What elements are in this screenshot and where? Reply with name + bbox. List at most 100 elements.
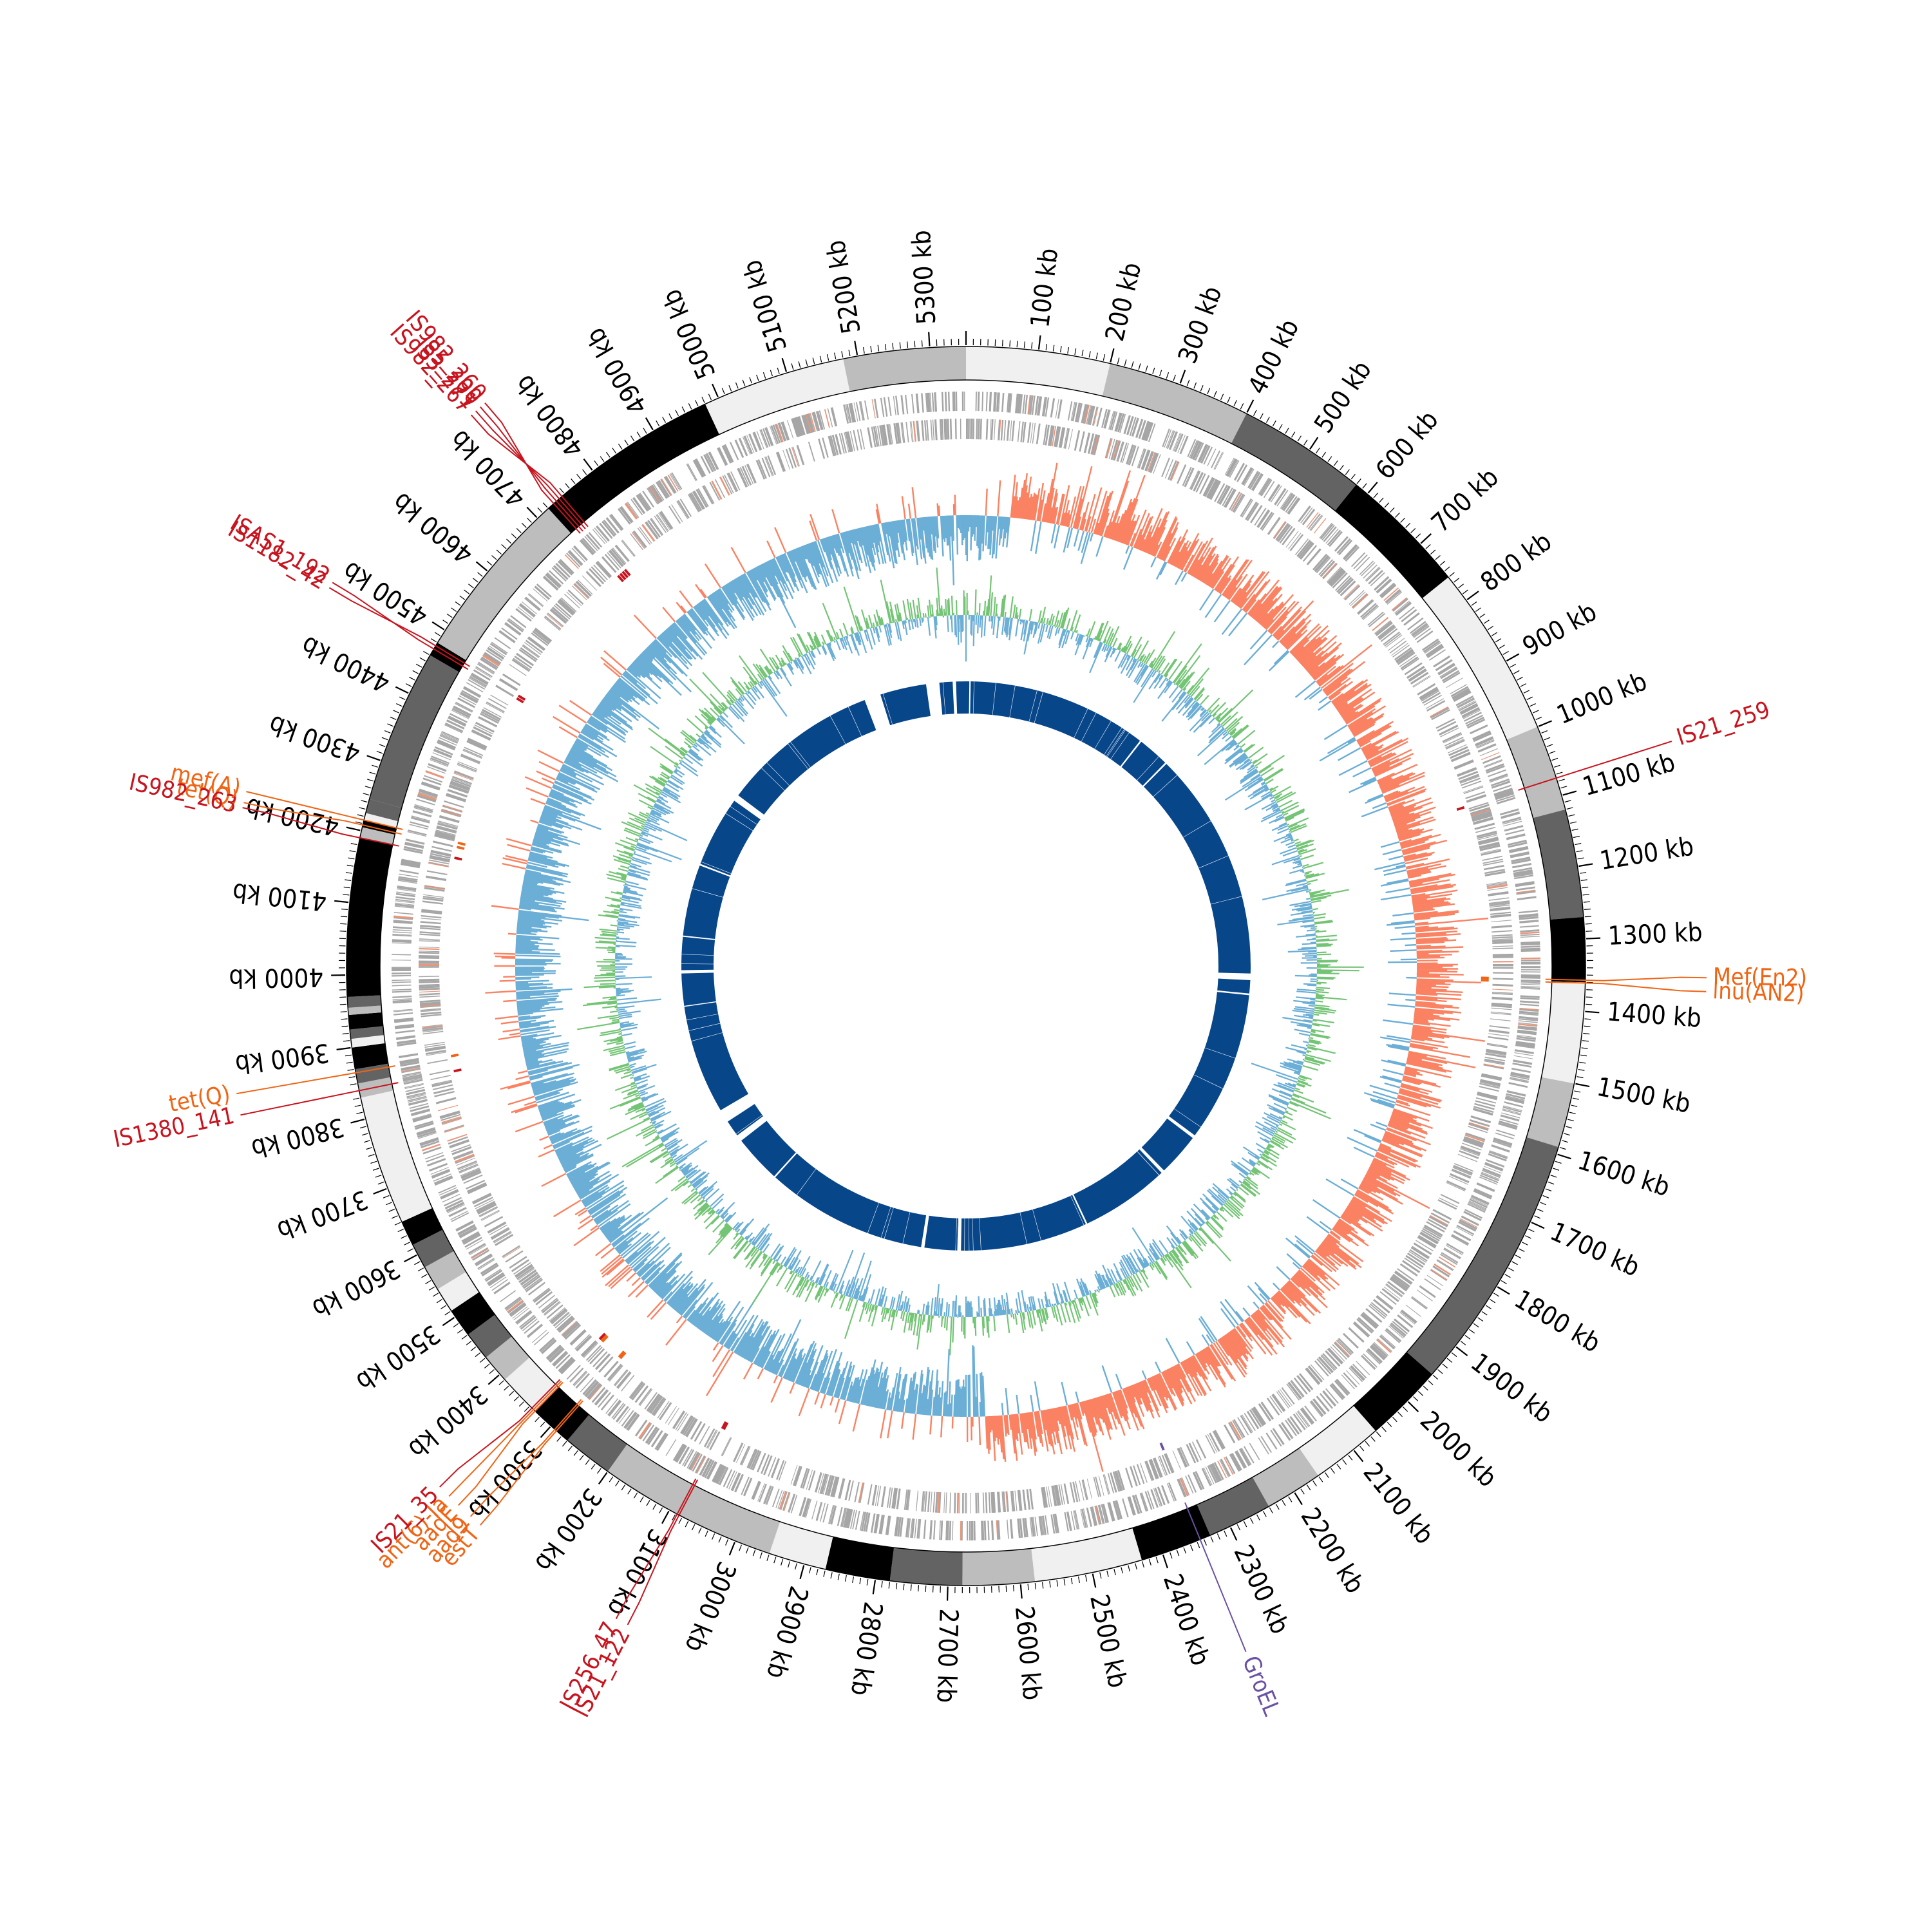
minor-tick bbox=[1359, 1445, 1365, 1452]
gene-box bbox=[620, 506, 634, 523]
gene-box bbox=[893, 423, 898, 444]
gc-skew-bar bbox=[1278, 1290, 1311, 1325]
gc-skew-bar bbox=[887, 1410, 893, 1439]
gene-box bbox=[517, 1268, 535, 1281]
gene-box bbox=[1128, 445, 1135, 465]
gc-skew-bar bbox=[1381, 772, 1425, 792]
gc-skew-bar bbox=[1298, 1269, 1325, 1294]
minor-tick bbox=[1365, 1441, 1370, 1447]
gc-skew-bar bbox=[1373, 1157, 1395, 1169]
gc-skew-bar bbox=[848, 1385, 853, 1402]
gene-box bbox=[1453, 690, 1471, 701]
gene-box bbox=[1334, 1341, 1350, 1357]
gene-box bbox=[612, 547, 627, 564]
gc-skew-bar bbox=[575, 1178, 600, 1193]
gc-skew-bar bbox=[1265, 606, 1287, 630]
gc-skew-bar bbox=[1410, 1037, 1425, 1042]
minor-tick bbox=[636, 431, 641, 438]
gene-box bbox=[1385, 589, 1401, 603]
gene-box bbox=[899, 1517, 904, 1537]
gc-skew-bar bbox=[1321, 1242, 1357, 1270]
gene-box bbox=[564, 1324, 582, 1340]
gene-box bbox=[1448, 1175, 1468, 1185]
gene-box bbox=[410, 817, 430, 824]
gene-box bbox=[453, 1151, 474, 1160]
karyotype-band-ring bbox=[346, 346, 1586, 1586]
gene-box bbox=[867, 1484, 873, 1505]
gc-skew-bar bbox=[799, 1343, 817, 1385]
gc-skew-bar bbox=[540, 1104, 575, 1117]
gene-box bbox=[1217, 1460, 1227, 1479]
gc-skew-bar bbox=[798, 1388, 810, 1417]
gene-box bbox=[1493, 788, 1513, 796]
gc-skew-bar bbox=[743, 1325, 764, 1359]
minor-tick bbox=[1454, 578, 1459, 583]
gc-skew-bar bbox=[580, 1180, 611, 1200]
gene-box bbox=[1487, 769, 1506, 777]
gene-box bbox=[1496, 1129, 1515, 1137]
gene-box bbox=[447, 1204, 465, 1213]
gene-box bbox=[1385, 1329, 1401, 1343]
gc-skew-bar bbox=[987, 515, 991, 549]
gc-skew-bar bbox=[551, 1129, 582, 1144]
gc-skew-bar bbox=[1135, 1383, 1149, 1412]
gc-skew-bar bbox=[1392, 1110, 1414, 1119]
gene-box bbox=[977, 1492, 978, 1513]
gc-skew-bar bbox=[814, 1392, 820, 1405]
gene-box bbox=[1115, 412, 1122, 432]
gene-box bbox=[1488, 897, 1510, 901]
gene-box bbox=[916, 1519, 920, 1539]
gene-box bbox=[1203, 1467, 1213, 1486]
gc-skew-bar bbox=[1019, 479, 1026, 519]
gc-skew-bar bbox=[787, 1349, 802, 1381]
gene-box bbox=[1048, 1486, 1052, 1507]
gene-box bbox=[489, 1224, 507, 1236]
gc-skew-bar bbox=[1318, 700, 1332, 711]
gene-box bbox=[742, 436, 751, 455]
gene-box bbox=[395, 902, 415, 905]
gc-skew-bar bbox=[1027, 1412, 1033, 1439]
gene-box bbox=[1279, 1388, 1293, 1406]
gc-skew-bar bbox=[1303, 655, 1317, 668]
gc-skew-bar bbox=[517, 1008, 564, 1015]
gc-skew-bar bbox=[815, 1355, 829, 1392]
gc-skew-bar bbox=[1413, 907, 1434, 912]
gc-skew-bar bbox=[1381, 1059, 1406, 1067]
gc-skew-bar bbox=[666, 1283, 685, 1304]
gene-box bbox=[1361, 1354, 1376, 1370]
gc-skew-bar bbox=[797, 1362, 808, 1385]
gene-box bbox=[1441, 1253, 1458, 1264]
gc-skew-bar bbox=[516, 929, 538, 933]
major-tick bbox=[442, 1316, 455, 1327]
gene-box bbox=[1132, 1495, 1139, 1515]
gene-box bbox=[753, 431, 762, 451]
gc-skew-bar bbox=[1380, 841, 1400, 848]
gene-box bbox=[545, 1344, 562, 1359]
gene-box bbox=[1269, 484, 1281, 502]
gene-box bbox=[1202, 477, 1213, 497]
scale-tick-label: 1200 kb bbox=[1598, 831, 1696, 876]
gene-box bbox=[453, 1150, 473, 1159]
minor-tick bbox=[1063, 1578, 1066, 1586]
gene-box bbox=[1430, 1212, 1450, 1224]
gc-skew-bar bbox=[1077, 530, 1084, 551]
gene-box bbox=[442, 804, 463, 812]
gc-skew-bar bbox=[1393, 1108, 1430, 1122]
gene-box bbox=[976, 419, 978, 440]
gene-box bbox=[1470, 724, 1488, 735]
gene-box bbox=[459, 1164, 478, 1174]
gc-skew-bar bbox=[1370, 1163, 1406, 1182]
gene-box bbox=[1504, 1097, 1524, 1104]
gc-skew-bar bbox=[485, 990, 516, 994]
gene-box bbox=[1476, 739, 1495, 748]
gene-box bbox=[694, 459, 705, 477]
gene-box bbox=[858, 401, 864, 421]
gc-skew-bar bbox=[517, 1006, 542, 1010]
gene-box bbox=[945, 1492, 947, 1513]
gc-skew-bar bbox=[526, 864, 569, 876]
gene-box bbox=[1288, 1381, 1302, 1399]
gene-box bbox=[1278, 524, 1291, 542]
gene-box bbox=[1319, 522, 1332, 538]
gc-skew-bar bbox=[1160, 1372, 1173, 1395]
minor-tick bbox=[759, 1552, 762, 1559]
